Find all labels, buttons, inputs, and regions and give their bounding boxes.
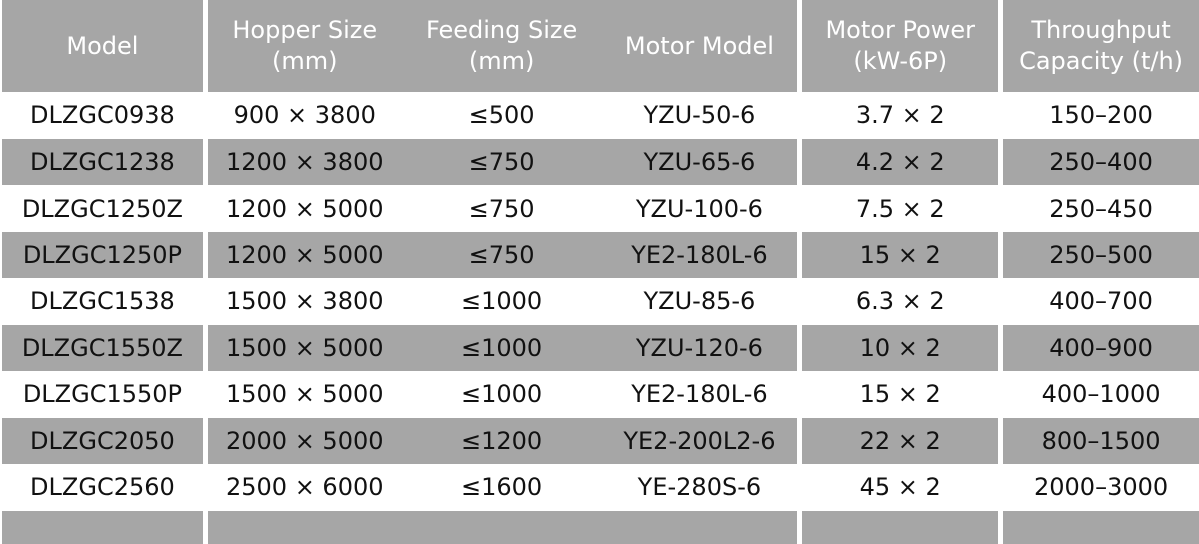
cell-throughput: 250–450 xyxy=(1049,195,1153,223)
cell-empty xyxy=(802,511,999,544)
cell-model: DLZGC0938 xyxy=(30,101,175,129)
cell-motor-power: 45 × 2 xyxy=(859,473,941,501)
table-row: DLZGC1550Z 1500 × 5000 ≤1000 YZU-120-6 1… xyxy=(0,325,1199,371)
cell-model: DLZGC1550Z xyxy=(2,325,203,371)
cell-motor-model: YE-280S-6 xyxy=(637,473,762,501)
cell-throughput: 250–400 xyxy=(1003,139,1199,185)
cell-throughput: 400–1000 xyxy=(1041,380,1161,408)
header-cell-throughput: Throughput Capacity (t/h) xyxy=(1003,0,1199,92)
cell-throughput: 150–200 xyxy=(1049,101,1153,129)
cell-throughput: 250–500 xyxy=(1003,232,1199,278)
cell-hopper-size: 1500 × 5000 xyxy=(207,325,402,371)
cell-feeding-size: ≤750 xyxy=(468,195,535,223)
cell-motor-model: YZU-65-6 xyxy=(601,139,798,185)
cell-motor-model: YZU-50-6 xyxy=(643,101,756,129)
cell-motor-power: 10 × 2 xyxy=(802,325,999,371)
table-row: DLZGC2560 2500 × 6000 ≤1600 YE-280S-6 45… xyxy=(0,464,1199,510)
cell-hopper-size: 900 × 3800 xyxy=(233,101,376,129)
cell-hopper-size: 1200 × 5000 xyxy=(225,195,384,223)
cell-feeding-size: ≤1200 xyxy=(401,418,602,464)
cell-empty xyxy=(207,511,402,544)
cell-feeding-size: ≤1000 xyxy=(460,287,543,315)
cell-hopper-size: 1500 × 3800 xyxy=(225,287,384,315)
cell-throughput: 400–900 xyxy=(1003,325,1199,371)
cell-motor-model: YE2-200L2-6 xyxy=(601,418,798,464)
table-row: DLZGC0938 900 × 3800 ≤500 YZU-50-6 3.7 ×… xyxy=(0,92,1199,138)
header-cell-model: Model xyxy=(2,0,203,92)
cell-empty xyxy=(401,511,602,544)
cell-feeding-size: ≤750 xyxy=(401,139,602,185)
cell-motor-power: 4.2 × 2 xyxy=(802,139,999,185)
cell-model: DLZGC2560 xyxy=(30,473,175,501)
cell-motor-power: 22 × 2 xyxy=(802,418,999,464)
cell-motor-model: YZU-100-6 xyxy=(635,195,763,223)
cell-motor-power: 3.7 × 2 xyxy=(855,101,945,129)
table-row-empty xyxy=(0,511,1199,544)
cell-feeding-size: ≤1600 xyxy=(460,473,543,501)
header-row: Model Hopper Size (mm) Feeding Size (mm)… xyxy=(0,0,1199,92)
cell-motor-model: YE2-180L-6 xyxy=(631,380,768,408)
cell-hopper-size: 2000 × 5000 xyxy=(207,418,402,464)
cell-hopper-size: 1200 × 3800 xyxy=(207,139,402,185)
cell-feeding-size: ≤750 xyxy=(401,232,602,278)
cell-model: DLZGC1250P xyxy=(2,232,203,278)
table-row: DLZGC1250Z 1200 × 5000 ≤750 YZU-100-6 7.… xyxy=(0,186,1199,232)
cell-throughput: 800–1500 xyxy=(1003,418,1199,464)
header-cell-motor-model: Motor Model xyxy=(601,0,798,92)
cell-motor-power: 6.3 × 2 xyxy=(855,287,945,315)
table-row: DLZGC1238 1200 × 3800 ≤750 YZU-65-6 4.2 … xyxy=(0,139,1199,185)
header-cell-motor-power: Motor Power (kW-6P) xyxy=(802,0,999,92)
cell-feeding-size: ≤1000 xyxy=(401,325,602,371)
cell-feeding-size: ≤500 xyxy=(468,101,535,129)
cell-empty xyxy=(601,511,798,544)
cell-feeding-size: ≤1000 xyxy=(460,380,543,408)
cell-hopper-size: 2500 × 6000 xyxy=(225,473,384,501)
table-row: DLZGC2050 2000 × 5000 ≤1200 YE2-200L2-6 … xyxy=(0,418,1199,464)
cell-motor-model: YE2-180L-6 xyxy=(601,232,798,278)
cell-motor-power: 7.5 × 2 xyxy=(855,195,945,223)
table-row: DLZGC1250P 1200 × 5000 ≤750 YE2-180L-6 1… xyxy=(0,232,1199,278)
cell-model: DLZGC1538 xyxy=(30,287,175,315)
header-cell-hopper-size: Hopper Size (mm) xyxy=(207,0,402,92)
cell-throughput: 2000–3000 xyxy=(1033,473,1169,501)
header-cell-feeding-size: Feeding Size (mm) xyxy=(401,0,602,92)
cell-empty xyxy=(1003,511,1199,544)
cell-hopper-size: 1500 × 5000 xyxy=(225,380,384,408)
cell-motor-model: YZU-120-6 xyxy=(601,325,798,371)
cell-motor-model: YZU-85-6 xyxy=(643,287,756,315)
cell-empty xyxy=(2,511,203,544)
cell-hopper-size: 1200 × 5000 xyxy=(207,232,402,278)
cell-motor-power: 15 × 2 xyxy=(859,380,941,408)
table-row: DLZGC1550P 1500 × 5000 ≤1000 YE2-180L-6 … xyxy=(0,371,1199,417)
cell-throughput: 400–700 xyxy=(1049,287,1153,315)
cell-model: DLZGC1550P xyxy=(22,380,183,408)
cell-model: DLZGC2050 xyxy=(2,418,203,464)
cell-model: DLZGC1250Z xyxy=(21,195,183,223)
table-row: DLZGC1538 1500 × 3800 ≤1000 YZU-85-6 6.3… xyxy=(0,278,1199,324)
cell-motor-power: 15 × 2 xyxy=(802,232,999,278)
cell-model: DLZGC1238 xyxy=(2,139,203,185)
